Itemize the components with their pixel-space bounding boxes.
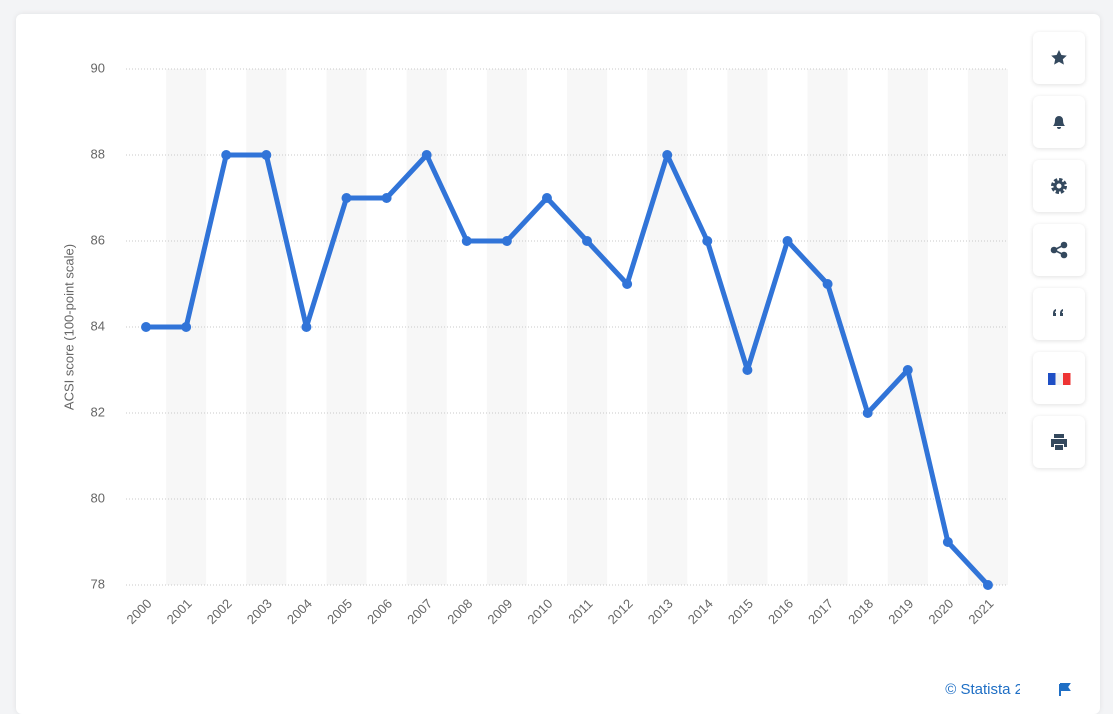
x-tick-label: 2016 — [765, 596, 796, 627]
x-tick-label: 2004 — [284, 596, 315, 627]
point — [622, 279, 633, 289]
band-shade — [486, 69, 527, 585]
line — [146, 152, 990, 587]
x-tick-label: 2007 — [404, 596, 435, 627]
x-tick-label: 2010 — [524, 596, 555, 627]
x-tick-label: 2005 — [324, 596, 355, 627]
y-tick-label: 88 — [91, 146, 105, 161]
x-tick-label: 2001 — [164, 596, 195, 627]
x-tick-label: 2011 — [565, 596, 595, 626]
point — [862, 408, 873, 418]
point — [261, 150, 272, 160]
point — [141, 322, 152, 332]
x-tick-label: 2018 — [845, 596, 876, 627]
point — [301, 322, 312, 332]
point — [742, 365, 753, 375]
point — [461, 236, 472, 246]
x-tick-label: 2006 — [364, 596, 395, 627]
point — [341, 193, 352, 203]
point — [221, 150, 232, 160]
x-tick-label: 2019 — [885, 596, 916, 627]
x-tick-label: 2000 — [124, 596, 155, 627]
point — [662, 150, 673, 160]
y-tick-label: 90 — [91, 60, 105, 75]
x-tick-label: 2017 — [805, 596, 836, 627]
cite-button[interactable] — [1033, 288, 1085, 340]
share-button[interactable] — [1033, 224, 1085, 276]
x-tick-label: 2009 — [484, 596, 515, 627]
x-tick-label: 2015 — [725, 596, 756, 627]
y-tick-label: 86 — [91, 232, 105, 247]
x-tick-label: 2020 — [925, 596, 956, 627]
x-tick-label: 2012 — [605, 596, 636, 627]
source: © Statista 2023 — [945, 681, 1020, 698]
favorite-button[interactable] — [1033, 32, 1085, 84]
chart: ACSI score (100-point scale) © Statista … — [61, 60, 1020, 698]
point — [902, 365, 913, 375]
point — [942, 537, 953, 547]
language-button[interactable] — [1033, 352, 1085, 404]
x-tick-label: 2008 — [444, 596, 475, 627]
point — [181, 322, 192, 332]
point — [381, 193, 392, 203]
point — [582, 236, 593, 246]
y-tick-label: 82 — [91, 404, 105, 419]
point — [982, 580, 993, 590]
y-tick-label: 84 — [91, 318, 105, 333]
point — [782, 236, 793, 246]
print-button[interactable] — [1033, 416, 1085, 468]
y-axis-label: ACSI score (100-point scale) — [61, 244, 76, 410]
x-tick-label: 2002 — [204, 596, 235, 627]
y-tick-label: 78 — [91, 576, 105, 591]
x-tick-label: 2013 — [645, 596, 676, 627]
point — [501, 236, 512, 246]
point — [822, 279, 833, 289]
notification-button[interactable] — [1033, 96, 1085, 148]
x-tick-label: 2003 — [244, 596, 275, 627]
settings-button[interactable] — [1033, 160, 1085, 212]
point — [541, 193, 552, 203]
point — [421, 150, 432, 160]
x-tick-label: 2014 — [685, 596, 716, 627]
y-tick-label: 80 — [91, 490, 105, 505]
point — [702, 236, 713, 246]
x-tick-label: 2021 — [965, 596, 996, 627]
